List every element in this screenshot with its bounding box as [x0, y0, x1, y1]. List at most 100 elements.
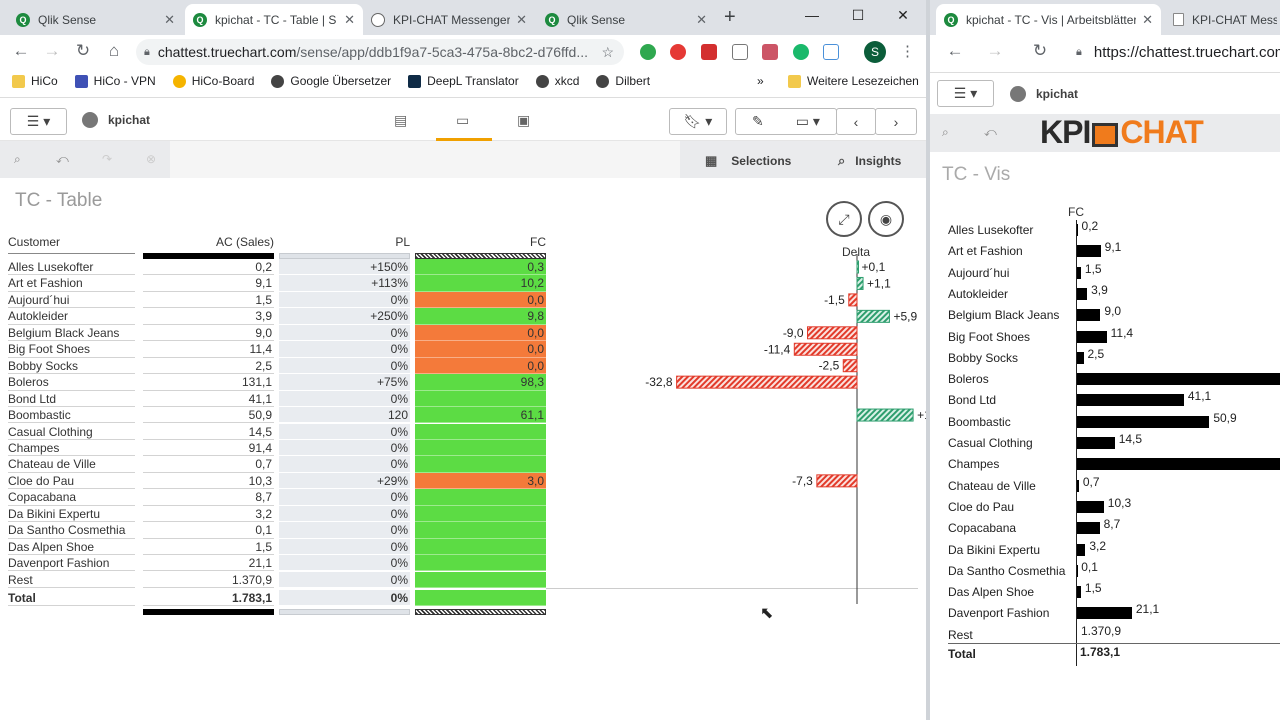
smart-search-icon[interactable]: ⌕ — [14, 152, 21, 166]
customer-cell[interactable]: Rest — [8, 572, 135, 588]
tab-qlik-sense-1[interactable]: Q Qlik Sense ✕ — [8, 4, 183, 35]
bookmark-hico[interactable]: HiCo — [12, 74, 58, 88]
new-tab-button[interactable]: + — [724, 6, 736, 28]
back-icon[interactable]: ← — [946, 41, 964, 60]
close-icon[interactable]: ✕ — [164, 11, 175, 27]
bookmark-dilbert[interactable]: Dilbert — [596, 74, 650, 88]
tab-kpichat-vis[interactable]: Q kpichat - TC - Vis | Arbeitsblätter ✕ — [936, 4, 1161, 35]
reload-icon[interactable]: ↻ — [1032, 41, 1048, 60]
bookmark-deepl[interactable]: DeepL Translator — [408, 74, 519, 88]
customer-cell[interactable]: Autokleider — [8, 308, 135, 325]
customer-cell[interactable]: Alles Lusekofter — [8, 259, 135, 276]
customer-cell[interactable]: Bobby Socks — [8, 358, 135, 375]
customer-cell[interactable]: Art et Fashion — [8, 275, 135, 292]
tab-kpichat-messenger[interactable]: KPI-CHAT Messen — [1165, 4, 1280, 35]
customer-cell[interactable]: Chateau de Ville — [8, 456, 135, 473]
bookmarks-overflow-button[interactable]: » — [757, 74, 764, 88]
analyze-icon[interactable]: ▭ — [456, 112, 470, 128]
customer-cell[interactable]: Cloe do Pau — [8, 473, 135, 490]
customer-cell[interactable]: Boombastic — [8, 407, 135, 424]
close-icon[interactable]: ✕ — [1142, 11, 1153, 27]
forward-icon[interactable]: → — [986, 41, 1004, 60]
url-field[interactable]: 🔒︎ chattest.truechart.com /sense/app/ddb… — [136, 39, 624, 65]
header-ac[interactable]: AC (Sales) — [215, 235, 274, 249]
insights-button[interactable]: ⌕ Insights — [838, 153, 901, 169]
maximize-button[interactable]: ☐ — [851, 6, 865, 23]
forward-selection-icon[interactable]: ↷ — [102, 152, 113, 166]
adblock-icon[interactable] — [670, 44, 686, 60]
bookmark-label: Google Übersetzer — [290, 74, 392, 88]
global-menu-button[interactable]: ☰ ▾ — [10, 108, 67, 135]
customer-cell[interactable]: Das Alpen Shoe — [8, 539, 135, 556]
pl-cell: 0% — [279, 505, 410, 523]
customer-cell[interactable]: Big Foot Shoes — [8, 341, 135, 358]
bookmark-hico-board[interactable]: HiCo-Board — [172, 74, 254, 88]
category-label: Boleros — [948, 372, 989, 387]
sheets-icon[interactable]: ▭ ▾ — [795, 113, 820, 129]
reload-icon[interactable]: ↻ — [75, 41, 91, 60]
next-sheet-button[interactable]: › — [875, 108, 917, 135]
clear-selections-icon[interactable]: ⊗ — [146, 152, 157, 166]
bookmarks-button[interactable]: 🔖︎ ▾ — [669, 108, 727, 135]
tab-kpichat-messenger[interactable]: KPI-CHAT Messenger ✕ — [363, 4, 535, 35]
customer-cell[interactable]: Davenport Fashion — [8, 555, 135, 572]
customer-cell[interactable]: Belgium Black Jeans — [8, 325, 135, 342]
fc-cell — [415, 538, 546, 556]
customer-cell[interactable]: Boleros — [8, 374, 135, 391]
minimize-button[interactable]: — — [805, 7, 819, 23]
header-customer[interactable]: Customer — [8, 235, 61, 249]
selections-tool-icon[interactable]: ⤺ — [56, 152, 69, 166]
bookmark-label: HiCo — [31, 74, 58, 88]
code-icon[interactable] — [823, 44, 839, 60]
customer-cell[interactable]: Casual Clothing — [8, 424, 135, 440]
customer-cell[interactable]: Copacabana — [8, 489, 135, 506]
close-icon[interactable]: ✕ — [516, 11, 527, 27]
global-menu-button[interactable]: ☰ ▾ — [937, 80, 994, 107]
customer-cell[interactable]: Bond Ltd — [8, 391, 135, 407]
close-icon[interactable]: ✕ — [344, 11, 355, 27]
evernote-icon[interactable] — [640, 44, 656, 60]
close-icon[interactable]: ✕ — [696, 11, 707, 27]
customer-cell[interactable]: Aujourd´hui — [8, 292, 135, 309]
menu-dots-icon[interactable]: ⋮ — [900, 43, 915, 60]
home-icon[interactable]: ⌂ — [108, 41, 120, 60]
bookmark-other[interactable]: Weitere Lesezeichen — [788, 74, 919, 88]
crop-icon[interactable] — [732, 44, 748, 60]
bookmark-google-translate[interactable]: Google Übersetzer — [271, 74, 391, 88]
url-field[interactable]: 🔒︎ https://chattest.truechart.com — [1076, 44, 1280, 61]
bookmark-hico-vpn[interactable]: HiCo - VPN — [74, 74, 156, 88]
selections-bar: ⌕ ⤺ ↷ ⊗ ▦ Selections ⌕ Insights — [0, 141, 926, 178]
app-icon — [82, 112, 98, 128]
grammarly-icon[interactable] — [793, 44, 809, 60]
narrate-icon[interactable]: ▣ — [517, 112, 531, 128]
extension-red-icon[interactable] — [701, 44, 717, 60]
back-icon[interactable]: ← — [12, 41, 30, 60]
category-label: Boombastic — [948, 414, 1011, 429]
insights-label: Insights — [855, 154, 902, 168]
folder-icon — [788, 74, 801, 88]
customer-cell[interactable]: Da Bikini Expertu — [8, 506, 135, 523]
profile-avatar[interactable]: S — [864, 41, 886, 63]
smart-search-icon[interactable]: ⌕ — [942, 125, 949, 139]
snapshot-button[interactable]: ◉ — [868, 201, 904, 237]
customer-cell[interactable]: Champes — [8, 440, 135, 457]
pencil-icon[interactable]: ✎ — [752, 113, 764, 129]
document-icon — [1173, 13, 1184, 26]
kpichat-icon — [371, 12, 385, 27]
pl-cell: 0% — [279, 538, 410, 556]
header-pl[interactable]: PL — [395, 235, 410, 249]
expand-button[interactable]: ⤢ — [826, 201, 862, 237]
selections-tool-icon[interactable]: ⤺ — [984, 125, 997, 139]
bookmark-xkcd[interactable]: xkcd — [535, 74, 579, 88]
star-icon[interactable]: ☆ — [601, 43, 614, 60]
pdf-icon[interactable] — [762, 44, 778, 60]
forward-icon[interactable]: → — [43, 41, 61, 60]
tab-qlik-sense-2[interactable]: Q Qlik Sense ✕ — [537, 4, 715, 35]
header-fc[interactable]: FC — [530, 235, 546, 249]
previous-sheet-button[interactable]: ‹ — [836, 108, 876, 135]
tab-kpichat-table[interactable]: Q kpichat - TC - Table | S ✕ — [185, 4, 363, 35]
customer-cell[interactable]: Da Santho Cosmethia — [8, 522, 135, 539]
selections-button[interactable]: ▦ Selections — [705, 153, 791, 169]
prepare-icon[interactable]: ▤ — [394, 112, 408, 128]
close-window-button[interactable]: ✕ — [897, 6, 909, 23]
